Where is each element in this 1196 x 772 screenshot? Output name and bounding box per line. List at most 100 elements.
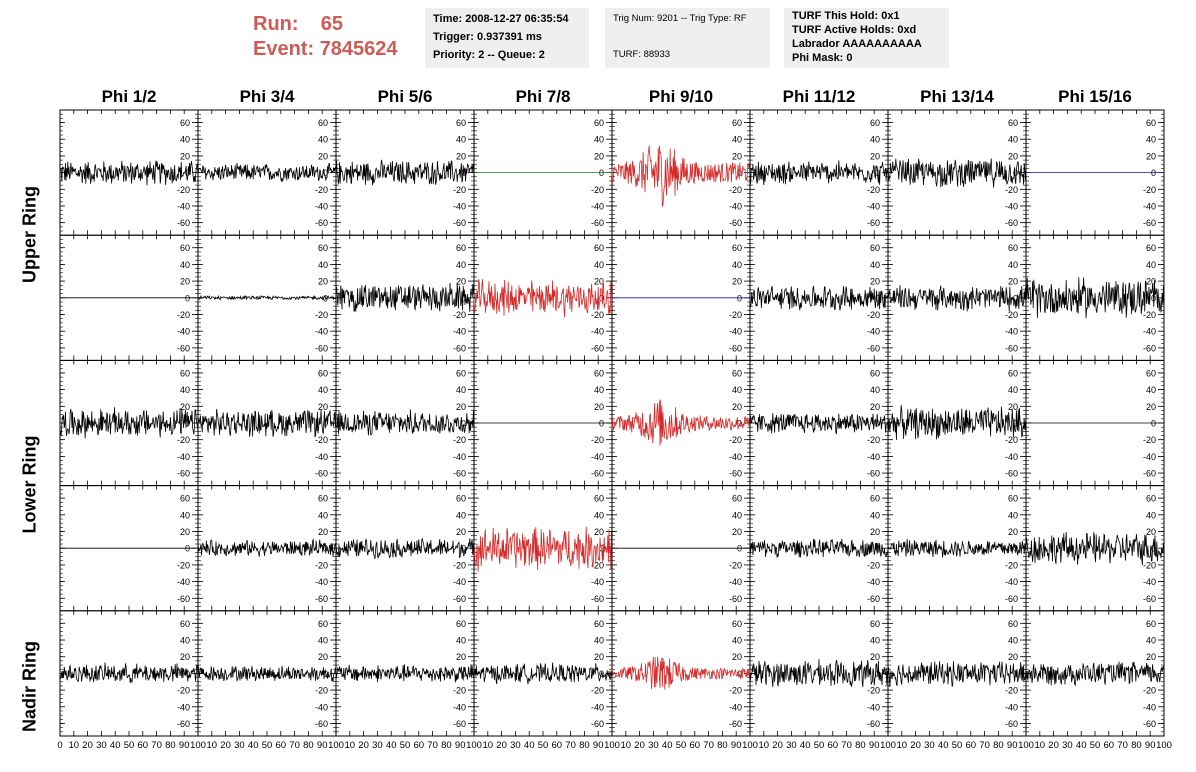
y-tick-label: 40	[870, 135, 880, 145]
waveform-panel-r3-c4: -60 -40 -20 0 20 40 60	[473, 359, 613, 487]
y-tick-label: 20	[1146, 277, 1156, 287]
trigger-info-box: Trig Num: 9201 -- Trig Type: RF TURF: 88…	[605, 8, 770, 68]
y-tick-label: 40	[180, 636, 190, 646]
y-tick-label: -40	[1005, 702, 1018, 712]
waveform-trace	[611, 145, 751, 208]
column-header-phi-1-2: Phi 1/2	[101, 87, 157, 106]
y-tick-label: -60	[1143, 594, 1156, 604]
event-row: Event: 7845624	[253, 37, 398, 62]
x-tick-label: 20	[1048, 740, 1059, 751]
x-tick-label: 90	[593, 740, 604, 751]
waveform-trace	[749, 538, 889, 558]
waveform-trace	[335, 282, 475, 312]
y-tick-label: 60	[456, 619, 466, 629]
x-tick-label: 90	[455, 740, 466, 751]
y-tick-label: -40	[315, 577, 328, 587]
waveform-trace	[1025, 531, 1165, 566]
waveform-trace	[887, 539, 1027, 558]
column-header-phi-5-6: Phi 5/6	[377, 87, 433, 106]
trig-num-text: Trig Num: 9201 -- Trig Type: RF	[613, 13, 747, 24]
y-tick-label: 20	[1008, 277, 1018, 287]
y-tick-label: 0	[1151, 168, 1156, 178]
x-tick-label: 100	[190, 740, 206, 751]
y-tick-label: 20	[594, 527, 604, 537]
x-tick-label: 50	[262, 740, 273, 751]
y-tick-label: 20	[870, 527, 880, 537]
waveform-trace	[473, 526, 613, 572]
y-tick-label: 40	[594, 260, 604, 270]
y-tick-label: 20	[594, 402, 604, 412]
x-tick-label: 20	[220, 740, 231, 751]
y-tick-label: 60	[594, 619, 604, 629]
y-tick-label: 20	[870, 277, 880, 287]
y-tick-label: 60	[318, 243, 328, 253]
y-tick-label: 40	[456, 385, 466, 395]
y-tick-label: 40	[318, 135, 328, 145]
x-tick-label: 10	[1035, 740, 1046, 751]
y-tick-label: -60	[867, 594, 880, 604]
y-tick-label: -40	[453, 201, 466, 211]
y-tick-label: -60	[315, 719, 328, 729]
y-tick-label: 40	[1008, 636, 1018, 646]
y-tick-label: -40	[177, 577, 190, 587]
y-tick-label: -20	[453, 310, 466, 320]
y-tick-label: -20	[1143, 310, 1156, 320]
y-tick-label: -60	[591, 719, 604, 729]
waveform-trace	[335, 537, 475, 560]
y-tick-label: -60	[177, 594, 190, 604]
x-tick-label: 80	[993, 740, 1004, 751]
y-tick-label: 0	[737, 293, 742, 303]
y-tick-label: -20	[177, 435, 190, 445]
y-tick-label: 40	[1008, 510, 1018, 520]
y-tick-label: 20	[1008, 402, 1018, 412]
y-tick-label: 20	[318, 402, 328, 412]
waveform-trace	[197, 665, 337, 682]
y-tick-label: -60	[729, 719, 742, 729]
x-tick-label: 50	[952, 740, 963, 751]
y-tick-label: -60	[591, 343, 604, 353]
y-tick-label: 20	[1008, 151, 1018, 161]
y-tick-label: -20	[453, 686, 466, 696]
panel-frame	[59, 359, 199, 487]
y-tick-label: 0	[1013, 168, 1018, 178]
x-tick-label: 20	[910, 740, 921, 751]
x-tick-label: 40	[524, 740, 535, 751]
waveform-panel-r2-c1: -60 -40 -20 0 20 40 60	[59, 234, 199, 361]
y-tick-label: -40	[867, 452, 880, 462]
y-tick-label: 40	[594, 385, 604, 395]
y-tick-label: 60	[318, 619, 328, 629]
y-tick-label: 40	[1146, 636, 1156, 646]
y-tick-label: -60	[867, 218, 880, 228]
y-tick-label: -20	[315, 560, 328, 570]
y-tick-label: -20	[1143, 686, 1156, 696]
y-tick-label: -60	[1143, 719, 1156, 729]
y-tick-label: -40	[867, 201, 880, 211]
y-tick-label: -20	[1005, 310, 1018, 320]
x-tick-label: 60	[690, 740, 701, 751]
x-tick-label: 40	[662, 740, 673, 751]
run-event-info: Run: 65 Event: 7845624	[253, 12, 398, 62]
waveform-panel-r2-c7: -60 -40 -20 0 20 40 60	[887, 234, 1027, 361]
y-tick-label: -40	[1005, 452, 1018, 462]
x-tick-label: 100	[466, 740, 482, 751]
x-tick-label: 20	[82, 740, 93, 751]
y-tick-label: 20	[180, 527, 190, 537]
y-tick-label: 40	[594, 636, 604, 646]
x-tick-label: 30	[234, 740, 245, 751]
y-tick-label: 60	[870, 368, 880, 378]
y-tick-label: 40	[594, 510, 604, 520]
x-tick-label: 50	[676, 740, 687, 751]
y-tick-label: 0	[185, 544, 190, 554]
y-tick-label: -20	[729, 310, 742, 320]
x-tick-label: 20	[772, 740, 783, 751]
y-tick-label: -60	[591, 594, 604, 604]
y-tick-label: -60	[177, 343, 190, 353]
y-tick-label: 20	[456, 527, 466, 537]
y-tick-label: 40	[594, 135, 604, 145]
y-tick-label: -60	[1005, 719, 1018, 729]
